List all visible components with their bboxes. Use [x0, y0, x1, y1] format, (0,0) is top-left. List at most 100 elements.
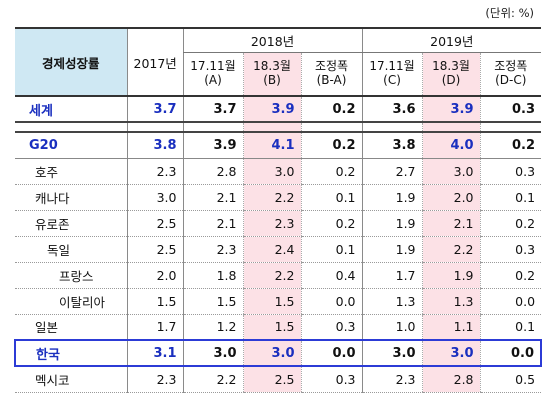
- header-2019-mar18: 18.3월 (D): [421, 52, 481, 97]
- header-2019: 2019년: [361, 28, 542, 53]
- table-cell: 2.3: [361, 366, 423, 393]
- table-row: 유로존 2.5 2.1 2.3 0.2 1.9 2.1 0.2: [15, 210, 542, 237]
- row-label: 호주: [15, 158, 127, 185]
- table-cell: 0.2: [300, 158, 363, 185]
- table-cell: 0.3: [479, 96, 542, 123]
- table-cell: 0.0: [300, 339, 363, 367]
- row-label: 독일: [15, 236, 127, 263]
- table-cell: 1.3: [361, 288, 423, 315]
- table-cell: 3.9: [182, 132, 243, 159]
- table-cell: 2.3: [126, 158, 183, 185]
- table-row-highlighted: 한국 3.1 3.0 3.0 0.0 3.0 3.0 0.0: [14, 339, 543, 367]
- growth-rate-table: 경제성장률 2017년 2018년 2019년 17.11월 (A) 18.3월(…: [14, 27, 543, 393]
- table-cell: 1.9: [361, 210, 423, 237]
- table-cell: 3.7: [182, 96, 243, 123]
- table-row: 캐나다 3.0 2.1 2.2 0.1 1.9 2.0 0.1: [15, 184, 542, 211]
- table-cell: 2.1: [182, 210, 243, 237]
- table-cell: 2.3: [242, 210, 301, 237]
- table-cell: 1.3: [421, 288, 481, 315]
- table-cell: 4.1: [242, 132, 301, 159]
- table-row: 일본 1.7 1.2 1.5 0.3 1.0 1.1 0.1: [15, 314, 542, 341]
- table-cell: 1.8: [182, 262, 243, 289]
- table-row: 호주 2.3 2.8 3.0 0.2 2.7 3.0 0.3: [15, 158, 542, 185]
- table-cell: 2.8: [421, 366, 481, 393]
- table-cell: 2.5: [126, 210, 183, 237]
- table-cell: 3.8: [126, 132, 183, 159]
- header-2019-adjustment: 조정폭 (D-C): [479, 52, 542, 97]
- table-row: 독일 2.5 2.3 2.4 0.1 1.9 2.2 0.3: [15, 236, 542, 263]
- table-cell: 0.3: [300, 314, 363, 341]
- unit-label: (단위: %): [485, 6, 534, 20]
- table-cell: 3.0: [361, 339, 423, 367]
- table-cell: 1.5: [182, 288, 243, 315]
- table-cell: 0.2: [479, 210, 542, 237]
- table-row: 멕시코 2.3 2.2 2.5 0.3 2.3 2.8 0.5: [15, 366, 542, 393]
- table-cell: 2.0: [126, 262, 183, 289]
- table-cell: 2.4: [242, 236, 301, 263]
- table-cell: 0.2: [300, 132, 363, 159]
- row-label: 일본: [15, 314, 127, 341]
- header-2018-mar18: 18.3월 (B): [242, 52, 301, 97]
- table-cell: 0.3: [479, 158, 542, 185]
- table-cell: 0.1: [479, 184, 542, 211]
- table-cell: 0.3: [300, 366, 363, 393]
- table-cell: 0.0: [479, 339, 543, 367]
- table-cell: 1.1: [421, 314, 481, 341]
- table-cell: 0.3: [479, 236, 542, 263]
- row-label: 이탈리아: [15, 288, 127, 315]
- table-cell: 3.0: [182, 339, 243, 367]
- table-cell: 3.0: [242, 339, 301, 367]
- table-cell: 2.7: [361, 158, 423, 185]
- table-cell: 0.2: [479, 132, 542, 159]
- row-label: 한국: [14, 339, 127, 367]
- table-cell: 1.5: [242, 314, 301, 341]
- table-cell: 2.2: [421, 236, 481, 263]
- row-label: G20: [15, 132, 127, 159]
- row-label: 멕시코: [15, 366, 127, 393]
- table-cell: 2.3: [126, 366, 183, 393]
- table-cell: 0.2: [300, 96, 363, 123]
- table-cell: 0.4: [300, 262, 363, 289]
- row-label: 세계: [15, 96, 127, 123]
- table-cell: 0.0: [300, 288, 363, 315]
- header-indicator: 경제성장률: [15, 28, 127, 97]
- table-cell: 1.0: [361, 314, 423, 341]
- table-cell: 1.2: [182, 314, 243, 341]
- table-cell: 1.5: [126, 288, 183, 315]
- table-cell: 1.9: [421, 262, 481, 289]
- table-cell: 4.0: [421, 132, 481, 159]
- table-cell: 0.5: [479, 366, 542, 393]
- table-cell: 3.0: [421, 339, 481, 367]
- table-cell: 3.6: [361, 96, 423, 123]
- table-cell: 2.8: [182, 158, 243, 185]
- header-2018-adjustment: 조정폭 (B-A): [300, 52, 363, 97]
- table-cell: 0.1: [300, 184, 363, 211]
- table-row: G20 3.8 3.9 4.1 0.2 3.8 4.0 0.2: [15, 132, 542, 159]
- table-cell: 2.2: [242, 262, 301, 289]
- table-cell: 0.2: [300, 210, 363, 237]
- table-cell: 3.0: [421, 158, 481, 185]
- row-label: 유로존: [15, 210, 127, 237]
- header-row-sub: 17.11월 (A) 18.3월 (B) 조정폭 (B-A) 17.11월 (C) 18…: [15, 52, 542, 97]
- header-2018-nov17: 17.11월 (A): [182, 52, 243, 97]
- table-cell: 2.2: [182, 366, 243, 393]
- header-2017: 2017년: [126, 28, 183, 97]
- table-cell: 3.7: [126, 96, 183, 123]
- table-spacer: [15, 122, 542, 133]
- header-row-years: 경제성장률 2017년 2018년 2019년: [15, 28, 542, 97]
- table-cell: 3.0: [242, 158, 301, 185]
- table-row: 프랑스 2.0 1.8 2.2 0.4 1.7 1.9 0.2: [15, 262, 542, 289]
- table-row: 세계 3.7 3.7 3.9 0.2 3.6 3.9 0.3: [15, 96, 542, 123]
- table-cell: 2.1: [421, 210, 481, 237]
- table-cell: 3.9: [242, 96, 301, 123]
- row-label: 캐나다: [15, 184, 127, 211]
- header-2018: 2018년: [182, 28, 363, 53]
- table-cell: 2.5: [242, 366, 301, 393]
- table-cell: 2.5: [126, 236, 183, 263]
- table-cell: 3.0: [126, 184, 183, 211]
- table-cell: 0.1: [300, 236, 363, 263]
- table-cell: 2.0: [421, 184, 481, 211]
- table-row: 이탈리아 1.5 1.5 1.5 0.0 1.3 1.3 0.0: [15, 288, 542, 315]
- table-cell: 1.7: [361, 262, 423, 289]
- table-cell: 1.9: [361, 184, 423, 211]
